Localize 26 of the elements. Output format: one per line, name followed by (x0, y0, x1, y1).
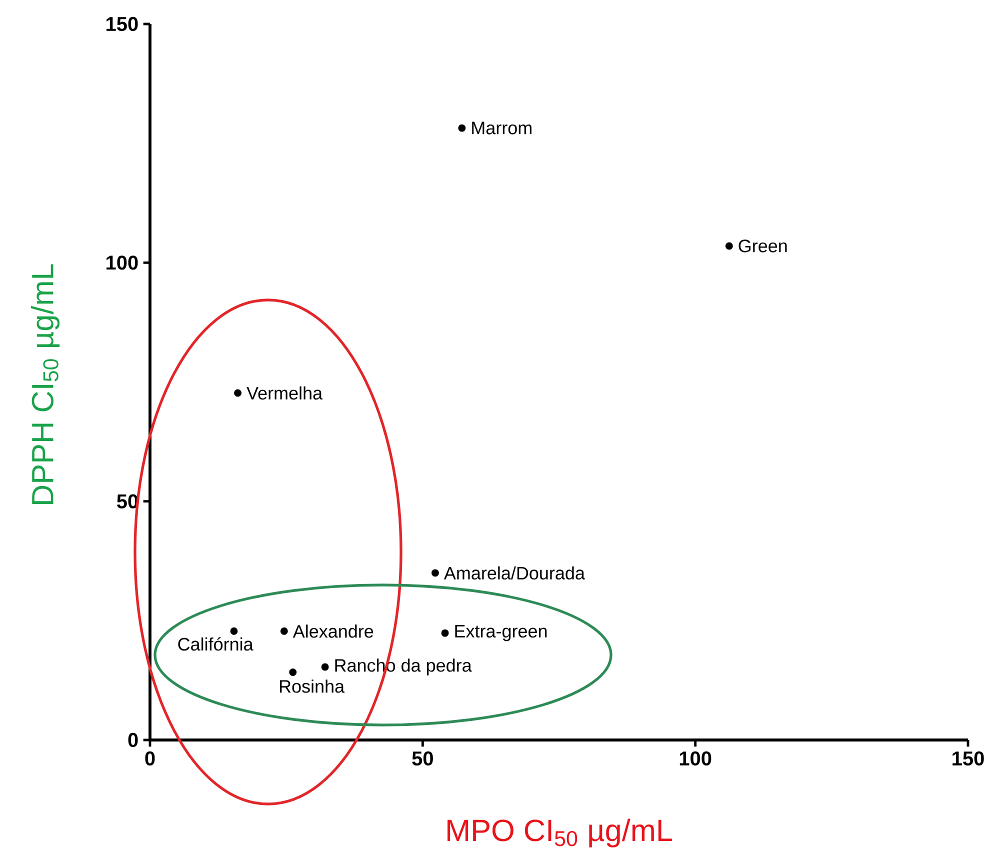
annotation: Alexandre (292, 624, 374, 638)
annotation: Vermelha (246, 386, 323, 400)
annotation: Green (738, 240, 787, 252)
x-tick-label: 150 (952, 751, 984, 766)
point (234, 389, 242, 397)
point (458, 124, 466, 132)
annotation: Amarela/Dourada (444, 566, 585, 580)
x-tick-label: 50 (412, 751, 433, 766)
x-tick-label: 100 (680, 751, 712, 766)
point (321, 663, 329, 671)
x-axis-title: MPO CI$_{50}$ µg/mL (448, 818, 672, 848)
point (441, 629, 449, 637)
annotation: Marrom (472, 122, 532, 134)
point (725, 242, 733, 250)
annotation: Extra-green (455, 625, 547, 642)
y-tick-label: 150 (106, 16, 138, 32)
point (280, 627, 288, 635)
point (289, 668, 297, 676)
point (431, 569, 439, 577)
x-tick-label: 0 (145, 751, 155, 766)
y-axis-title: DPPH CI$_{50}$ µg/mL (30, 264, 60, 504)
annotation: Rosinha (280, 680, 345, 693)
annotation: Califórnia (178, 637, 254, 651)
point (230, 627, 238, 635)
y-tick-label: 0 (128, 732, 138, 748)
y-tick-label: 100 (106, 256, 138, 270)
